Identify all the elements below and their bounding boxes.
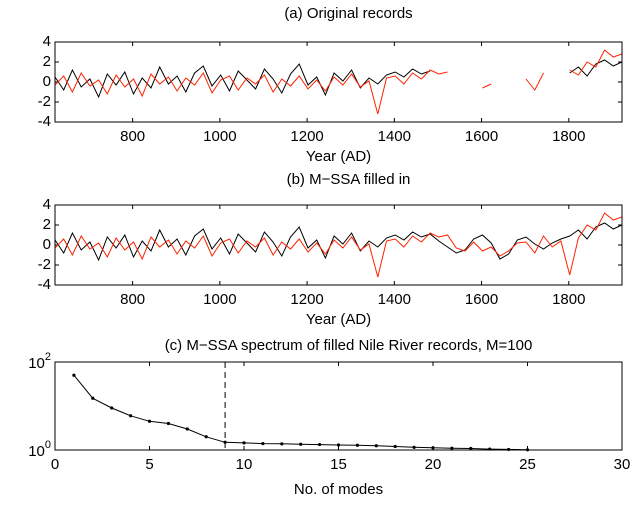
x-tick-label: 1400 [378,128,411,145]
axes-frame [54,41,623,123]
y-tick-label: -4 [38,276,51,293]
data-point [280,442,284,446]
y-tick-label: -4 [38,113,51,130]
data-point [450,446,454,450]
y-tick-label: 0 [43,236,51,253]
data-point [469,446,473,451]
series-line [73,374,528,450]
y-tick-label: -2 [38,256,51,273]
y-tick-label: 100 [28,439,51,460]
data-point [318,442,322,447]
x-tick-label: 1800 [552,128,585,145]
x-tick-label: 1200 [290,128,323,145]
x-tick-label: 800 [120,291,145,308]
data-point [355,443,359,447]
y-tick-label: -2 [38,93,51,110]
panel-title: (b) M−SSA filled in [287,171,411,188]
panel-title: (c) M−SSA spectrum of filled Nile River … [165,337,533,354]
data-point [204,435,208,439]
y-tick-label: 102 [28,351,51,372]
x-tick-label: 1400 [378,291,411,308]
axes-frame [54,204,623,286]
data-point [129,414,133,418]
axes-frame [54,361,623,451]
data-point [261,441,265,446]
y-tick-label: 4 [43,196,51,213]
x-tick-label: 20 [425,456,442,473]
data-point [110,406,114,410]
x-tick-label: 0 [51,456,59,473]
series-line [55,59,622,99]
y-tick-label: 0 [43,73,51,90]
data-point [374,444,378,448]
panel-title: (a) Original records [284,5,412,22]
x-tick-label: 30 [614,456,631,473]
x-tick-label: 1000 [203,291,236,308]
x-tick-label: 5 [145,456,153,473]
series-line [55,49,622,115]
y-tick-label: 4 [43,33,51,50]
data-point [336,443,341,447]
data-point [72,373,76,377]
data-point [393,444,397,449]
data-point [507,447,511,452]
x-axis-label: No. of modes [294,481,383,498]
x-tick-label: 1000 [203,128,236,145]
x-tick-label: 1600 [465,291,498,308]
data-point [242,441,246,445]
x-tick-label: 800 [120,128,145,145]
data-point [91,396,95,400]
data-point [185,427,189,431]
x-tick-label: 1800 [552,291,585,308]
series-line [55,212,622,278]
x-tick-label: 1200 [290,291,323,308]
data-point [412,445,416,449]
y-tick-label: 2 [43,216,51,233]
data-point [166,421,170,426]
y-tick-label: 2 [43,53,51,70]
x-tick-label: 1600 [465,128,498,145]
data-point [431,446,435,450]
series-line [55,222,622,262]
x-tick-label: 15 [330,456,347,473]
data-point [299,442,303,446]
x-axis-label: Year (AD) [306,311,371,328]
data-point [147,419,152,423]
x-tick-label: 10 [236,456,253,473]
x-axis-label: Year (AD) [306,148,371,165]
x-tick-label: 25 [519,456,536,473]
